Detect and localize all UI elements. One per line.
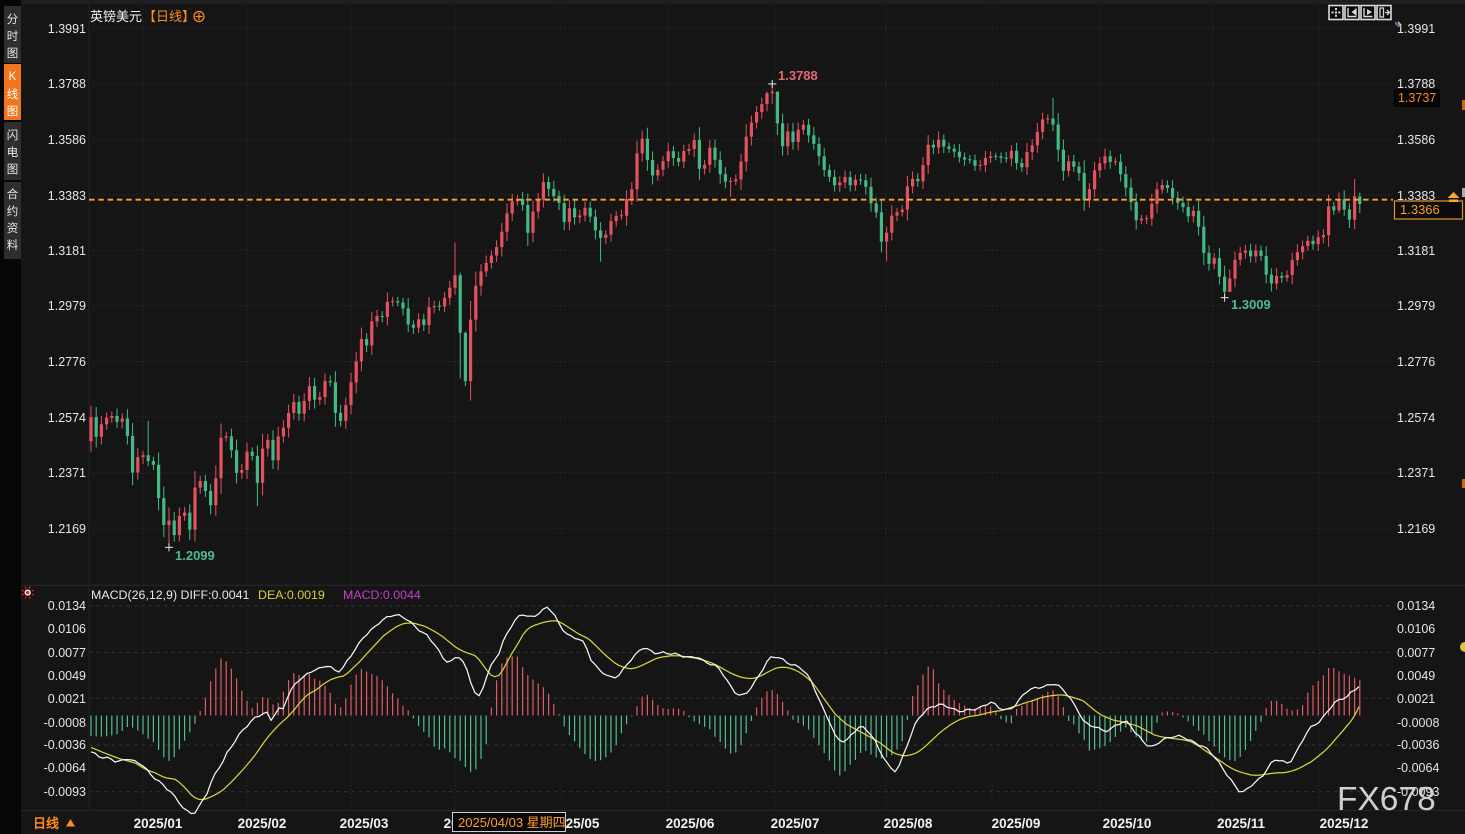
svg-text:资: 资 bbox=[7, 222, 19, 235]
svg-text:2025/01: 2025/01 bbox=[134, 816, 183, 831]
svg-text:1.3737: 1.3737 bbox=[1398, 91, 1436, 105]
svg-text:0.0049: 0.0049 bbox=[48, 669, 86, 683]
svg-text:1.2169: 1.2169 bbox=[1397, 522, 1435, 536]
svg-text:合: 合 bbox=[7, 187, 19, 201]
svg-text:-0.0064: -0.0064 bbox=[1397, 761, 1439, 775]
svg-text:-0.0036: -0.0036 bbox=[44, 738, 86, 752]
svg-text:1.3181: 1.3181 bbox=[48, 244, 86, 258]
svg-text:1.2776: 1.2776 bbox=[1397, 355, 1435, 369]
svg-text:0.0021: 0.0021 bbox=[1397, 692, 1435, 706]
svg-text:闪: 闪 bbox=[7, 128, 19, 142]
svg-text:1.2169: 1.2169 bbox=[48, 522, 86, 536]
svg-text:0.0106: 0.0106 bbox=[48, 622, 86, 636]
svg-text:图: 图 bbox=[7, 47, 19, 60]
svg-text:1.3383: 1.3383 bbox=[1397, 189, 1435, 203]
svg-text:0.0077: 0.0077 bbox=[1397, 646, 1435, 660]
svg-text:【日线】: 【日线】 bbox=[143, 9, 195, 24]
svg-text:-0.0036: -0.0036 bbox=[1397, 738, 1439, 752]
svg-text:约: 约 bbox=[7, 204, 19, 218]
svg-text:英镑美元: 英镑美元 bbox=[90, 9, 142, 24]
svg-text:-0.0064: -0.0064 bbox=[44, 761, 86, 775]
svg-text:2025/10: 2025/10 bbox=[1103, 816, 1152, 831]
svg-text:1.3788: 1.3788 bbox=[778, 68, 818, 83]
svg-text:1.2574: 1.2574 bbox=[48, 411, 86, 425]
svg-text:料: 料 bbox=[7, 238, 19, 252]
svg-text:1.3788: 1.3788 bbox=[1397, 77, 1435, 91]
svg-text:1.2979: 1.2979 bbox=[48, 299, 86, 313]
svg-text:0.0134: 0.0134 bbox=[1397, 599, 1435, 613]
svg-text:0.0134: 0.0134 bbox=[48, 599, 86, 613]
svg-text:2025/12: 2025/12 bbox=[1320, 816, 1369, 831]
svg-text:0.0077: 0.0077 bbox=[48, 646, 86, 660]
svg-text:-0.0093: -0.0093 bbox=[1397, 785, 1439, 799]
svg-text:1.3366: 1.3366 bbox=[1400, 202, 1440, 217]
svg-text:0.0106: 0.0106 bbox=[1397, 622, 1435, 636]
svg-text:DEA:0.0019: DEA:0.0019 bbox=[258, 588, 325, 602]
svg-text:-0.0008: -0.0008 bbox=[44, 716, 86, 730]
svg-text:-0.0093: -0.0093 bbox=[44, 785, 86, 799]
svg-text:2025/02: 2025/02 bbox=[238, 816, 287, 831]
svg-text:MACD:0.0044: MACD:0.0044 bbox=[343, 588, 421, 602]
svg-text:2025/08: 2025/08 bbox=[884, 816, 933, 831]
svg-text:图: 图 bbox=[7, 105, 19, 118]
svg-text:1.2776: 1.2776 bbox=[48, 355, 86, 369]
svg-text:-0.0008: -0.0008 bbox=[1397, 716, 1439, 730]
svg-text:1.3991: 1.3991 bbox=[1397, 22, 1435, 36]
svg-text:1.3586: 1.3586 bbox=[48, 133, 86, 147]
svg-text:日线: 日线 bbox=[33, 816, 59, 831]
svg-text:1.3009: 1.3009 bbox=[1231, 297, 1271, 312]
svg-text:时: 时 bbox=[7, 30, 19, 43]
svg-text:0.0021: 0.0021 bbox=[48, 692, 86, 706]
svg-text:K: K bbox=[9, 71, 17, 83]
svg-text:2025/09: 2025/09 bbox=[992, 816, 1041, 831]
svg-text:分: 分 bbox=[7, 13, 19, 26]
svg-text:FX678: FX678 bbox=[1337, 781, 1436, 818]
svg-text:1.2574: 1.2574 bbox=[1397, 411, 1435, 425]
svg-text:2025/06: 2025/06 bbox=[666, 816, 715, 831]
svg-text:1.3586: 1.3586 bbox=[1397, 133, 1435, 147]
svg-text:线: 线 bbox=[7, 87, 19, 101]
svg-text:MACD(26,12,9) DIFF:0.0041: MACD(26,12,9) DIFF:0.0041 bbox=[91, 588, 249, 602]
svg-text:1.3788: 1.3788 bbox=[48, 77, 86, 91]
svg-text:1.2371: 1.2371 bbox=[48, 466, 86, 480]
svg-text:0.0049: 0.0049 bbox=[1397, 669, 1435, 683]
svg-text:1.2979: 1.2979 bbox=[1397, 299, 1435, 313]
svg-text:1.3181: 1.3181 bbox=[1397, 244, 1435, 258]
svg-text:1.3991: 1.3991 bbox=[48, 22, 86, 36]
svg-text:图: 图 bbox=[7, 163, 19, 176]
svg-text:2025/04/03 星期四: 2025/04/03 星期四 bbox=[458, 815, 566, 830]
svg-text:2025/07: 2025/07 bbox=[771, 816, 820, 831]
svg-text:2025/11: 2025/11 bbox=[1217, 816, 1266, 831]
svg-text:1.3383: 1.3383 bbox=[48, 189, 86, 203]
svg-text:1.2099: 1.2099 bbox=[175, 548, 215, 563]
svg-text:2025/03: 2025/03 bbox=[340, 816, 389, 831]
svg-text:1.2371: 1.2371 bbox=[1397, 466, 1435, 480]
svg-text:电: 电 bbox=[7, 146, 19, 159]
